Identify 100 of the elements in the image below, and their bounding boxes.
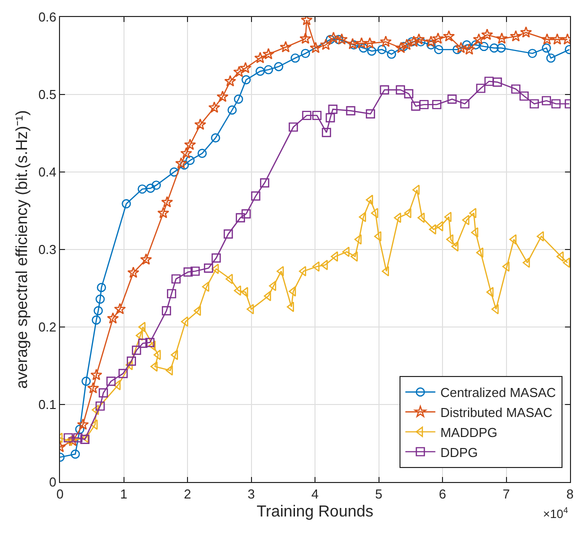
point bbox=[184, 267, 193, 277]
point bbox=[426, 40, 436, 50]
point bbox=[170, 167, 179, 177]
point bbox=[242, 209, 251, 218]
point bbox=[114, 302, 126, 314]
point bbox=[452, 44, 462, 54]
point bbox=[395, 42, 407, 54]
point bbox=[166, 289, 176, 298]
point bbox=[171, 274, 181, 284]
point bbox=[106, 376, 116, 386]
point bbox=[251, 191, 260, 201]
point bbox=[556, 251, 564, 262]
point bbox=[510, 30, 522, 42]
point bbox=[262, 48, 274, 60]
point bbox=[484, 76, 494, 86]
x-tick-label: 5 bbox=[375, 486, 382, 502]
point bbox=[442, 30, 455, 42]
point bbox=[411, 102, 420, 111]
point bbox=[122, 199, 131, 208]
point bbox=[530, 99, 539, 108]
point bbox=[412, 184, 420, 196]
point bbox=[356, 37, 368, 48]
point bbox=[386, 50, 396, 59]
point bbox=[334, 34, 344, 44]
point bbox=[396, 85, 406, 94]
point bbox=[286, 302, 294, 312]
point bbox=[455, 42, 467, 54]
point bbox=[432, 100, 442, 110]
point bbox=[380, 36, 392, 47]
point bbox=[210, 133, 220, 142]
point bbox=[94, 306, 103, 316]
point bbox=[224, 229, 233, 239]
point bbox=[212, 253, 221, 263]
point bbox=[190, 266, 200, 276]
point bbox=[161, 196, 174, 208]
x-tick-label: 4 bbox=[311, 486, 319, 502]
point bbox=[472, 33, 485, 45]
point bbox=[194, 306, 201, 316]
text: ×10$^{4}$ bbox=[543, 505, 568, 522]
point bbox=[234, 94, 244, 104]
point bbox=[90, 368, 102, 380]
point bbox=[312, 261, 320, 272]
point bbox=[64, 433, 73, 442]
point bbox=[138, 184, 147, 194]
point bbox=[419, 100, 429, 110]
point bbox=[290, 53, 300, 63]
point bbox=[185, 156, 195, 165]
point bbox=[138, 338, 148, 348]
point bbox=[106, 312, 119, 324]
point bbox=[152, 180, 161, 190]
point bbox=[408, 36, 420, 47]
point bbox=[150, 361, 158, 372]
point bbox=[551, 33, 564, 45]
y-tick-label: 0.2 bbox=[38, 320, 56, 335]
point bbox=[184, 138, 196, 150]
point bbox=[118, 368, 128, 378]
point bbox=[447, 94, 457, 104]
x-tick-label: 7 bbox=[502, 486, 510, 502]
y-tick-label: 0.3 bbox=[38, 242, 56, 258]
point bbox=[92, 315, 101, 325]
point bbox=[462, 40, 472, 50]
point bbox=[463, 43, 476, 55]
point bbox=[358, 43, 368, 53]
point bbox=[236, 213, 246, 222]
point bbox=[436, 221, 444, 232]
point bbox=[551, 99, 561, 108]
point bbox=[256, 66, 265, 76]
point bbox=[490, 43, 499, 53]
point bbox=[73, 433, 82, 442]
point bbox=[394, 212, 402, 223]
point bbox=[260, 178, 270, 188]
legend-label: MADDPG bbox=[440, 424, 498, 440]
point bbox=[418, 212, 425, 223]
point bbox=[542, 43, 552, 53]
point bbox=[242, 75, 251, 84]
point bbox=[412, 33, 425, 45]
point bbox=[349, 40, 358, 50]
point bbox=[377, 44, 387, 54]
point bbox=[496, 32, 508, 44]
point bbox=[520, 26, 532, 38]
x-axis-title: Training Rounds bbox=[256, 503, 374, 520]
point bbox=[358, 212, 366, 222]
point bbox=[528, 48, 537, 58]
point bbox=[146, 184, 156, 193]
y-tick-label: 0.6 bbox=[38, 10, 56, 25]
point bbox=[96, 282, 106, 292]
point bbox=[496, 43, 506, 53]
point bbox=[90, 419, 98, 430]
point bbox=[280, 41, 292, 52]
point bbox=[157, 206, 170, 218]
point bbox=[491, 304, 499, 314]
x-tick-label: 6 bbox=[438, 486, 446, 502]
point bbox=[96, 294, 105, 304]
point bbox=[542, 96, 552, 106]
point bbox=[476, 84, 486, 93]
point bbox=[471, 40, 480, 50]
point bbox=[208, 101, 220, 113]
point bbox=[310, 42, 322, 54]
legend-label: Distributed MASAC bbox=[440, 404, 552, 420]
point bbox=[541, 33, 553, 45]
